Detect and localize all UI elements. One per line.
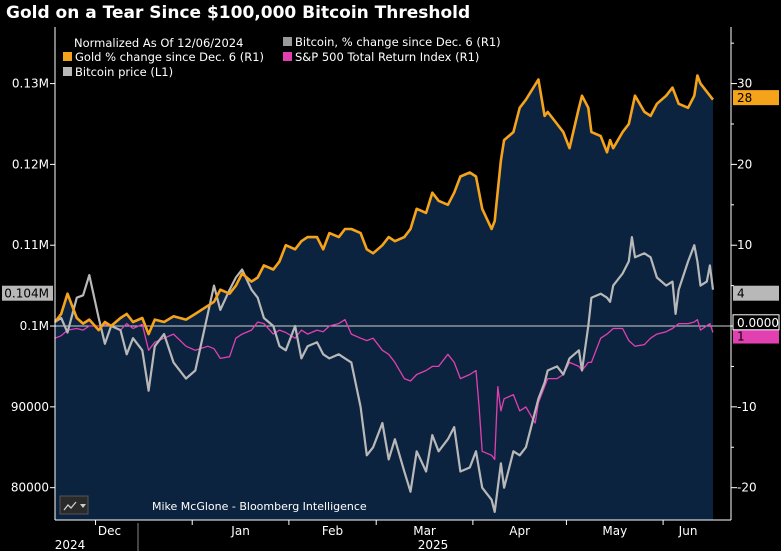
bitcoin-pct-end-label-text: 4 (737, 287, 745, 301)
right-tick-label: 10 (737, 238, 752, 252)
gold-end-label-text: 28 (737, 91, 752, 105)
footer: Mike McGlone - Bloomberg Intelligence (59, 495, 367, 515)
gold-end-label-box (733, 90, 779, 106)
legend-label: Gold % change since Dec. 6 (R1) (75, 50, 264, 64)
chart-toggle-button[interactable] (59, 495, 89, 515)
end-labels: 28 4 10.0000 0.104M (2, 90, 780, 344)
zero-end-label: 0.0000 (732, 314, 780, 331)
spx-end-label-text: 1 (737, 330, 745, 344)
zero-end-label-box (732, 314, 780, 331)
axes: 80000900000.1M0.11M0.12M0.13M-20-1001020… (11, 27, 757, 551)
left-tick-label: 0.11M (12, 238, 49, 252)
left-tick-label: 0.13M (12, 77, 49, 91)
legend-label: Bitcoin, % change since Dec. 6 (R1) (295, 35, 501, 49)
right-tick-label: -20 (737, 481, 757, 495)
x-tick-label: Jun (678, 524, 698, 538)
x-tick-label: Feb (322, 524, 343, 538)
series-line-gold-change-since-dec-6-r1 (53, 74, 715, 336)
legend-swatch (63, 67, 72, 76)
bitcoin-price-end-label: 0.104M (2, 285, 53, 301)
left-tick-label: 0.1M (20, 319, 49, 333)
year-label: 2024 (55, 538, 86, 551)
gold-area-fill (55, 75, 713, 520)
legend-swatch (283, 52, 292, 61)
area-fill-layer (55, 75, 713, 520)
bitcoin-price-end-label-box (2, 285, 53, 301)
series-line-bitcoin-price-l1 (54, 236, 715, 513)
legend-swatch (63, 52, 72, 61)
series-layer (53, 74, 715, 513)
right-tick-label: 20 (737, 157, 752, 171)
bitcoin-pct-end-label-box (733, 285, 779, 301)
right-tick-label: 30 (737, 77, 752, 91)
x-tick-label: Jan (230, 524, 250, 538)
left-tick-label: 80000 (11, 481, 49, 495)
source-note: Mike McGlone - Bloomberg Intelligence (152, 500, 367, 513)
x-tick-label: Apr (509, 524, 530, 538)
spx-end-label: 1 (733, 328, 779, 344)
legend-label: S&P 500 Total Return Index (R1) (295, 50, 479, 64)
legend-label: Bitcoin price (L1) (75, 65, 173, 79)
line-chart-icon (63, 501, 77, 511)
chevron-down-icon (80, 504, 86, 508)
left-tick-label: 0.12M (12, 157, 49, 171)
series-line-s-p-500-total-return-index-r1 (54, 318, 714, 461)
zero-end-label-text: 0.0000 (737, 316, 779, 330)
bitcoin-pct-end-label: 4 (733, 285, 779, 301)
right-tick-label: -10 (737, 400, 757, 414)
x-tick-label: Dec (98, 524, 121, 538)
x-tick-label: May (602, 524, 627, 538)
chart-title: Gold on a Tear Since $100,000 Bitcoin Th… (6, 3, 471, 23)
left-tick-label: 90000 (11, 400, 49, 414)
x-tick-label: Mar (413, 524, 436, 538)
gold-end-label: 28 (733, 90, 779, 106)
legend-swatch (283, 37, 292, 46)
legend-header: Normalized As Of 12/06/2024 (74, 36, 243, 50)
bitcoin-price-end-label-text: 0.104M (4, 287, 49, 301)
year-label: 2025 (418, 538, 449, 551)
spx-end-label-box (733, 328, 779, 344)
